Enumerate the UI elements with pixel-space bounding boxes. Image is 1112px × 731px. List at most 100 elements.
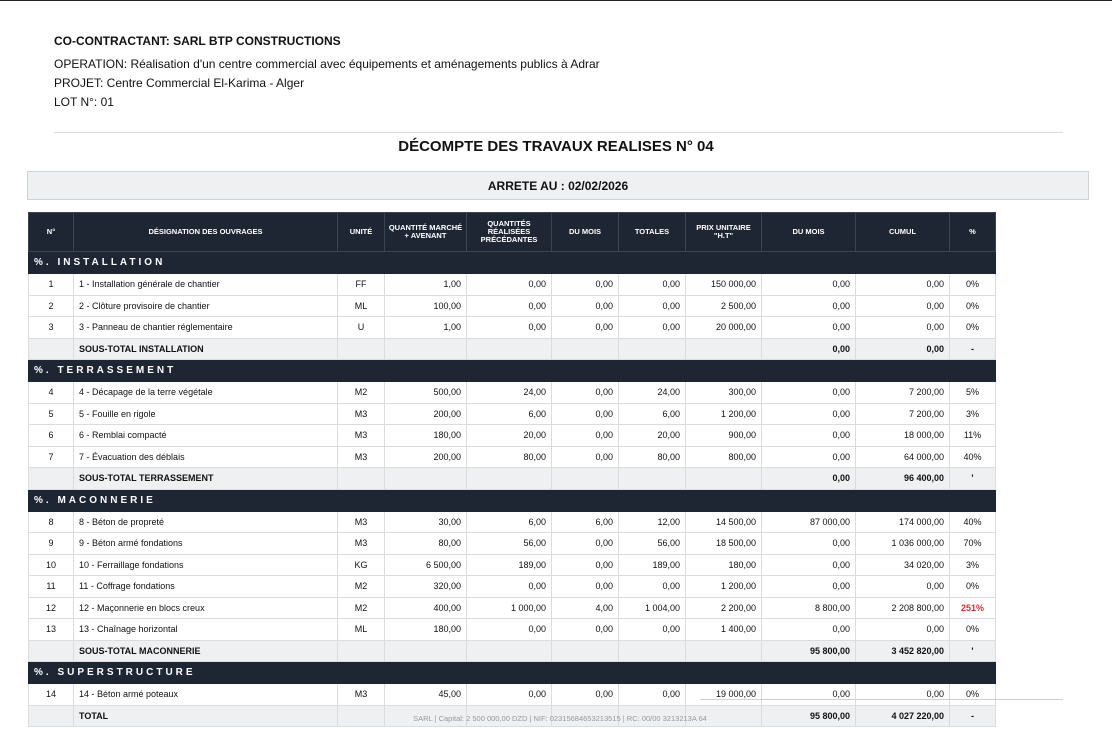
empty-cell [551,467,619,490]
cell-qte-tot: 56,00 [618,532,686,555]
cell-cumul: 34 020,00 [855,553,950,576]
cell-pct: 251% [949,596,996,619]
cell-unite: FF [337,273,385,296]
subtotal-label: SOUS-TOTAL INSTALLATION [73,337,338,360]
cell-pu: 800,00 [685,445,762,468]
cell-cumul: 0,00 [855,273,950,296]
cell-qte-prec: 0,00 [466,575,552,598]
total-label: TOTAL [73,704,338,727]
cell-n: 14 [28,683,74,706]
section-title: %. TERRASSEMENT [28,359,996,382]
cell-cumul: 0,00 [855,294,950,317]
cell-pu: 20 000,00 [685,316,762,339]
cell-unite: KG [337,553,385,576]
empty-cell [618,639,686,662]
empty-cell [337,467,385,490]
cell-qte-marche: 45,00 [384,683,467,706]
cell-unite: M2 [337,596,385,619]
cell-pct: 0% [949,575,996,598]
cell-qte-prec: 189,00 [466,553,552,576]
table-row: 13 13 - Chaînage horizontal ML 180,00 0,00 0,… [28,618,996,641]
cell-qte-marche: 180,00 [384,424,467,447]
cell-cumul: 0,00 [855,575,950,598]
empty-cell [337,337,385,360]
empty-cell [384,337,467,360]
cell-qte-prec: 0,00 [466,683,552,706]
table-row: 10 10 - Ferraillage fondations KG 6 500,00 1… [28,553,996,576]
section-header-row: %. MACONNERIE [28,488,996,512]
footer-separator [700,699,1063,700]
cell-pct: 5% [949,381,996,404]
cell-mt-mois: 0,00 [761,553,856,576]
cell-cumul: 7 200,00 [855,381,950,404]
cell-pu: 1 400,00 [685,618,762,641]
cell-qte-mois: 0,00 [551,381,619,404]
cell-qte-tot: 189,00 [618,553,686,576]
cell-qte-tot: 0,00 [618,316,686,339]
cell-qte-tot: 0,00 [618,683,686,706]
cell-qte-marche: 1,00 [384,273,467,296]
cell-qte-marche: 80,00 [384,532,467,555]
document-title: DÉCOMPTE DES TRAVAUX REALISES N° 04 [398,138,714,155]
arrete-banner: ARRETE AU : 02/02/2026 [27,171,1089,200]
column-header: DU MOIS [761,212,856,252]
subtotal-row: SOUS-TOTAL TERRASSEMENT 0,00 96 400,00 ' [28,467,996,490]
works-table: N° DÉSIGNATION DES OUVRAGES UNITÉ QUANTITÉ … [28,212,996,727]
cell-n: 5 [28,402,74,425]
section-title: %. SUPERSTRUCTURE [28,661,996,684]
cell-qte-marche: 200,00 [384,445,467,468]
section-title: %. MACONNERIE [28,488,996,512]
subtotal-row: SOUS-TOTAL INSTALLATION 0,00 0,00- [28,337,996,360]
cell-cumul: 174 000,00 [855,510,950,533]
cell-pct: 40% [949,445,996,468]
cell-pu: 2 200,00 [685,596,762,619]
column-header: TOTALES [618,212,686,252]
cell-pct: 70% [949,532,996,555]
cell-unite: M3 [337,683,385,706]
cell-qte-prec: 20,00 [466,424,552,447]
subtotal-pct: ' [949,467,996,490]
lot-line: LOT N°: 01 [54,95,114,109]
cell-qte-prec: 6,00 [466,510,552,533]
section-title: %. INSTALLATION [28,251,996,274]
cell-qte-mois: 0,00 [551,424,619,447]
cell-qte-marche: 180,00 [384,618,467,641]
table-body: %. INSTALLATION 1 1 - Installation général… [28,251,996,727]
cell-cumul: 18 000,00 [855,424,950,447]
empty-cell [337,704,385,727]
cell-pu: 2 500,00 [685,294,762,317]
cell-pu: 18 500,00 [685,532,762,555]
cell-unite: M3 [337,402,385,425]
cell-n: 4 [28,381,74,404]
subtotal-label: SOUS-TOTAL TERRASSEMENT [73,467,338,490]
cell-designation: 13 - Chaînage horizontal [73,618,338,641]
cell-pu: 900,00 [685,424,762,447]
document-header: CO-CONTRACTANT: SARL BTP CONSTRUCTIONS O… [54,34,600,114]
cell-unite: M3 [337,424,385,447]
cell-mt-mois: 0,00 [761,381,856,404]
cell-qte-marche: 320,00 [384,575,467,598]
column-header: DU MOIS [551,212,619,252]
cell-unite: M2 [337,575,385,598]
cell-n: 10 [28,553,74,576]
cell-qte-tot: 6,00 [618,402,686,425]
cell-qte-marche: 200,00 [384,402,467,425]
empty-cell [28,467,74,490]
cell-qte-prec: 6,00 [466,402,552,425]
cell-qte-prec: 24,00 [466,381,552,404]
empty-cell [551,704,619,727]
cell-qte-tot: 1 004,00 [618,596,686,619]
header-separator [54,132,1063,133]
empty-cell [28,639,74,662]
cell-mt-mois: 0,00 [761,575,856,598]
cell-qte-mois: 0,00 [551,553,619,576]
cell-pu: 19 000,00 [685,683,762,706]
subtotal-cumul: 96 400,00 [855,467,950,490]
cell-unite: M2 [337,381,385,404]
empty-cell [551,639,619,662]
cell-qte-prec: 0,00 [466,294,552,317]
cell-qte-marche: 500,00 [384,381,467,404]
column-header: PRIX UNITAIRE "H.T" [685,212,762,252]
